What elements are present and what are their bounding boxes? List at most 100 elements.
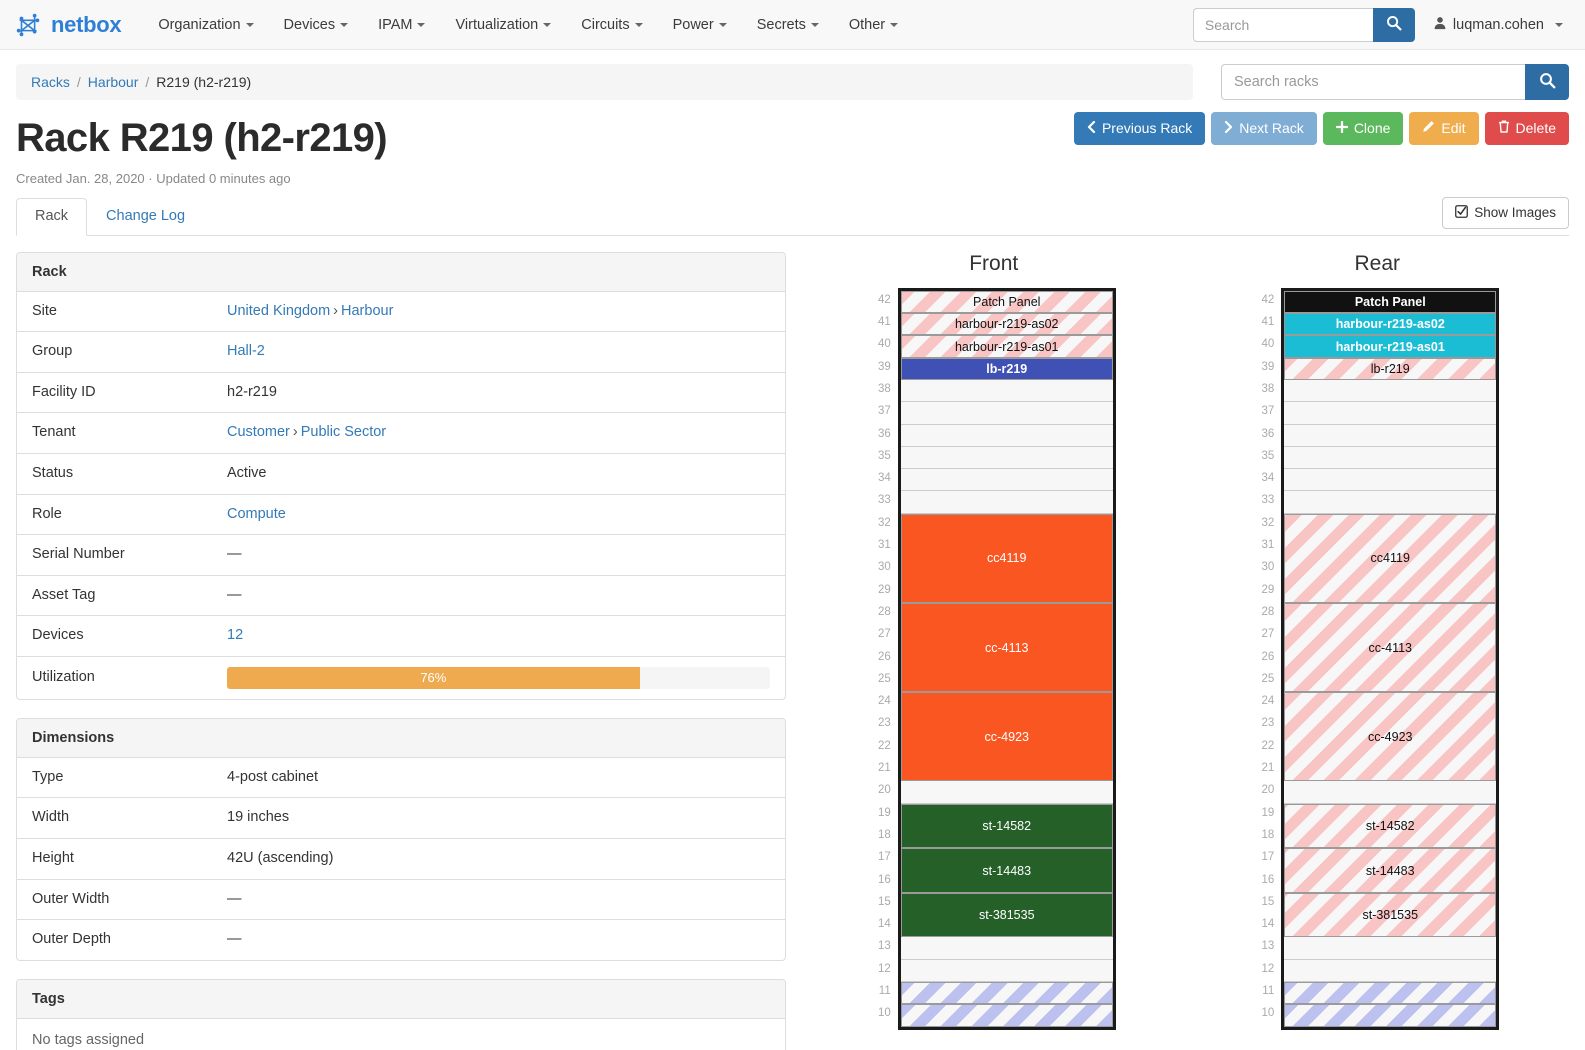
breadcrumb-row: Racks / Harbour / R219 (h2-r219) (0, 50, 1585, 100)
group-link[interactable]: Hall-2 (227, 343, 265, 360)
front-device-harbour-r219-as02[interactable]: harbour-r219-as02 (900, 313, 1113, 336)
row-value-site: United Kingdom › Harbour (212, 292, 785, 332)
front-unit-number-29: 29 (877, 583, 891, 596)
front-device-harbour-r219-as01[interactable]: harbour-r219-as01 (900, 335, 1113, 358)
front-device-cc4119[interactable]: cc4119 (900, 513, 1113, 603)
rear-device-reserved-10[interactable] (1284, 1004, 1497, 1027)
rear-unit-number-19: 19 (1261, 806, 1275, 819)
front-unit-number-11: 11 (878, 985, 891, 997)
netbox-brand-link[interactable]: netbox (14, 10, 122, 40)
row-label-serial-number: Serial Number (32, 546, 125, 563)
rear-device-st-14483[interactable]: st-14483 (1284, 848, 1497, 893)
nav-item-ipam[interactable]: IPAM (363, 9, 440, 41)
tab-change-log[interactable]: Change Log (106, 208, 186, 225)
rear-empty-unit-36 (1284, 424, 1497, 447)
nav-item-virtualization[interactable]: Virtualization (440, 9, 566, 41)
front-unit-number-37: 37 (877, 405, 891, 418)
rear-device-cc4119[interactable]: cc4119 (1284, 513, 1497, 603)
rack-search-button[interactable] (1525, 64, 1569, 100)
table-row-devices: Devices 12 (17, 615, 785, 657)
row-label-tenant: Tenant (32, 424, 76, 441)
rear-device-cc-4113[interactable]: cc-4113 (1284, 602, 1497, 693)
rack-search-input[interactable] (1221, 64, 1525, 100)
front-unit-number-25: 25 (877, 672, 891, 685)
rear-device-reserved-11[interactable] (1284, 982, 1497, 1005)
device-label: Patch Panel (1354, 294, 1426, 309)
row-value-asset-tag: — (227, 586, 242, 603)
nav-item-circuits[interactable]: Circuits (566, 9, 657, 41)
edit-button[interactable]: Edit (1409, 112, 1479, 145)
rear-unit-labels: 42 41 40 39 38 37 36 35 34 33 32 31 30 29 28 27 26 25 24 23… (1255, 288, 1281, 1030)
device-label: st-14483 (1365, 863, 1415, 878)
tenant-group-link[interactable]: Customer (227, 424, 290, 441)
user-menu[interactable]: luqman.cohen (1433, 16, 1563, 34)
rear-empty-unit-12 (1284, 959, 1497, 982)
chevron-right-glyph: › (292, 424, 298, 441)
breadcrumb-link-harbour[interactable]: Harbour (87, 74, 139, 90)
rear-unit-number-28: 28 (1261, 605, 1275, 618)
front-device-st-381535[interactable]: st-381535 (900, 892, 1113, 938)
rear-empty-unit-13 (1284, 937, 1497, 960)
role-link[interactable]: Compute (227, 505, 286, 522)
dimensions-table: Type 4-post cabinet Width 19 inches Heig… (17, 758, 785, 960)
front-device-st-14582[interactable]: st-14582 (900, 803, 1113, 849)
nav-label: Devices (283, 16, 336, 33)
rear-device-patch-panel[interactable]: Patch Panel (1284, 290, 1497, 314)
rear-device-st-14582[interactable]: st-14582 (1284, 803, 1497, 849)
front-device-reserved-10[interactable] (900, 1004, 1113, 1027)
front-empty-unit-34 (900, 469, 1113, 492)
rear-unit-number-21: 21 (1261, 762, 1275, 775)
chevron-right-glyph: › (333, 302, 339, 319)
site-link[interactable]: Harbour (341, 302, 394, 319)
site-region-link[interactable]: United Kingdom (227, 302, 331, 319)
global-search-input[interactable] (1192, 7, 1373, 42)
row-value-role: Compute (212, 494, 785, 535)
breadcrumb-link-racks[interactable]: Racks (31, 74, 70, 90)
show-images-button[interactable]: Show Images (1442, 196, 1569, 229)
device-label: cc-4923 (1368, 729, 1413, 744)
next-rack-button[interactable]: Next Rack (1211, 112, 1317, 145)
rear-device-harbour-r219-as02[interactable]: harbour-r219-as02 (1284, 313, 1497, 336)
front-device-cc-4923[interactable]: cc-4923 (900, 692, 1113, 782)
rack-panel: Rack Site United Kingdom › Harbour Group H… (16, 251, 786, 700)
nav-item-organization[interactable]: Organization (143, 9, 268, 41)
table-row-role: Role Compute (17, 494, 785, 535)
rear-unit-number-14: 14 (1261, 918, 1275, 931)
front-device-lb-r219[interactable]: lb-r219 (900, 357, 1113, 380)
front-device-st-14483[interactable]: st-14483 (900, 848, 1113, 893)
tenant-link[interactable]: Public Sector (300, 424, 387, 441)
device-label: cc-4923 (984, 729, 1029, 744)
global-search-button[interactable] (1372, 7, 1415, 42)
nav-item-devices[interactable]: Devices (269, 9, 364, 41)
table-row-asset-tag: Asset Tag — (17, 575, 785, 616)
rear-device-cc-4923[interactable]: cc-4923 (1284, 692, 1497, 782)
front-unit-number-26: 26 (877, 650, 891, 663)
front-unit-number-30: 30 (877, 561, 891, 574)
front-unit-number-39: 39 (877, 360, 891, 373)
rear-unit-number-17: 17 (1261, 851, 1275, 864)
front-device-reserved-11[interactable] (900, 982, 1113, 1005)
rear-device-harbour-r219-as01[interactable]: harbour-r219-as01 (1284, 335, 1497, 358)
delete-button[interactable]: Delete (1484, 112, 1569, 145)
previous-rack-button[interactable]: Previous Rack (1073, 112, 1206, 145)
row-value-serial-number: — (227, 546, 242, 563)
rear-unit-number-39: 39 (1261, 360, 1275, 373)
global-search (1192, 7, 1415, 42)
devices-count-link[interactable]: 12 (227, 627, 244, 644)
row-value-outer-width: — (227, 890, 242, 907)
rear-device-st-381535[interactable]: st-381535 (1284, 892, 1497, 938)
table-row-group: Group Hall-2 (17, 331, 785, 373)
nav-item-other[interactable]: Other (834, 9, 913, 41)
nav-item-power[interactable]: Power (658, 9, 742, 41)
nav-item-secrets[interactable]: Secrets (742, 9, 834, 41)
tags-empty-message: No tags assigned (32, 1031, 145, 1048)
tab-rack[interactable]: Rack (16, 198, 88, 236)
rear-unit-number-25: 25 (1261, 672, 1275, 685)
rear-unit-number-32: 32 (1261, 516, 1275, 529)
front-device-cc-4113[interactable]: cc-4113 (900, 602, 1113, 693)
front-device-patch-panel[interactable]: Patch Panel (900, 290, 1113, 314)
clone-button[interactable]: Clone (1322, 112, 1404, 145)
rear-device-lb-r219[interactable]: lb-r219 (1284, 357, 1497, 380)
main-content: Rack Site United Kingdom › Harbour Group H… (0, 236, 1585, 1050)
device-label: harbour-r219-as01 (1335, 339, 1445, 354)
